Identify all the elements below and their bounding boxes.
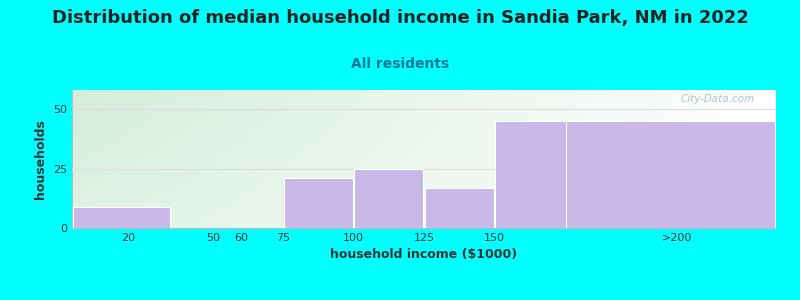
Bar — [73, 207, 170, 228]
Text: All residents: All residents — [351, 57, 449, 71]
Bar — [284, 178, 353, 228]
Bar — [354, 169, 423, 228]
Text: Distribution of median household income in Sandia Park, NM in 2022: Distribution of median household income … — [51, 9, 749, 27]
Bar — [425, 188, 494, 228]
Y-axis label: households: households — [34, 119, 47, 199]
Bar — [566, 121, 775, 228]
Bar — [495, 121, 578, 228]
X-axis label: household income ($1000): household income ($1000) — [330, 248, 518, 261]
Text: City-Data.com: City-Data.com — [681, 94, 755, 104]
